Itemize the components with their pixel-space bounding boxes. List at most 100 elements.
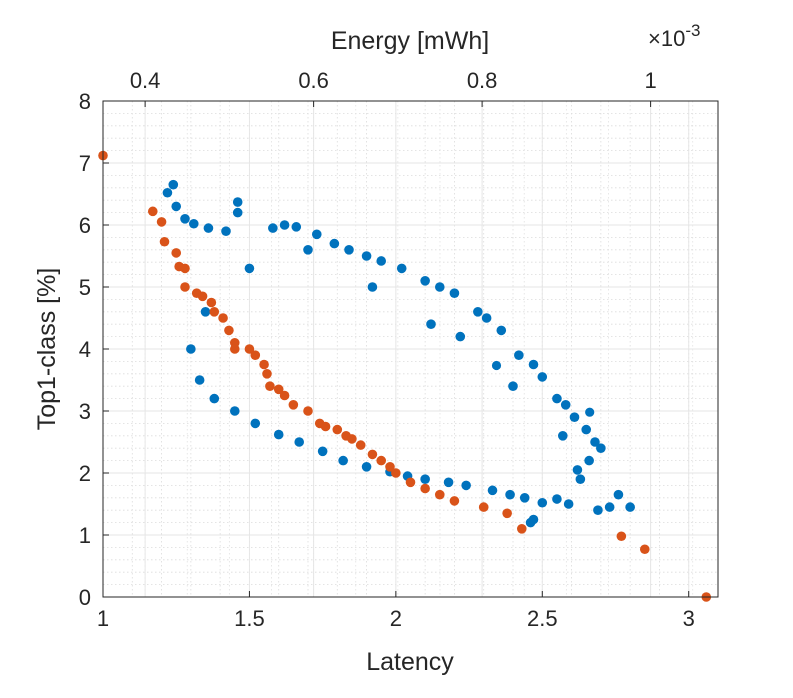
x-axis-title: Latency xyxy=(366,648,454,676)
population-point xyxy=(537,497,548,508)
population-point xyxy=(367,282,378,292)
population-point xyxy=(203,223,214,233)
population-point xyxy=(194,375,205,385)
population-point xyxy=(519,493,530,503)
pareto-point xyxy=(332,424,343,435)
y-tick-label: 8 xyxy=(79,89,91,114)
x2-tick-label: 0.6 xyxy=(298,68,329,93)
population-point xyxy=(572,465,583,475)
pareto-point xyxy=(320,421,331,432)
exponent-base: ×10 xyxy=(648,26,685,51)
x-tick-label: 1 xyxy=(97,606,109,631)
pareto-point xyxy=(449,496,460,506)
population-point xyxy=(232,197,243,207)
pareto-point xyxy=(262,369,272,379)
population-point xyxy=(200,307,211,317)
pareto-series xyxy=(98,150,712,602)
axes xyxy=(102,100,719,598)
population-point xyxy=(569,412,580,423)
population-point xyxy=(329,238,340,249)
population-point xyxy=(514,350,524,361)
pareto-point xyxy=(391,468,401,478)
population-point xyxy=(455,331,466,342)
population-point xyxy=(552,393,562,404)
y-tick-label: 2 xyxy=(79,461,91,486)
pareto-point xyxy=(218,313,228,323)
population-point xyxy=(344,245,354,255)
y-tick-label: 6 xyxy=(79,213,91,238)
pareto-point xyxy=(147,206,158,217)
pareto-point xyxy=(516,524,527,534)
population-point xyxy=(593,505,603,515)
population-point xyxy=(505,489,515,500)
population-point xyxy=(338,455,348,466)
population-point xyxy=(487,485,498,496)
pareto-point xyxy=(385,462,395,472)
population-outliers xyxy=(162,179,635,528)
top-axis-exponent: ×10-3 xyxy=(648,21,700,51)
population-point xyxy=(232,207,243,218)
x2-tick-label: 1 xyxy=(644,68,656,93)
population-point xyxy=(625,502,635,512)
pareto-point xyxy=(206,297,217,308)
population-point xyxy=(188,218,199,229)
population-point xyxy=(279,220,290,230)
pareto-point xyxy=(616,531,627,542)
y-tick-label: 1 xyxy=(79,523,91,548)
population-point xyxy=(420,276,430,286)
pareto-point xyxy=(502,508,512,519)
population-point xyxy=(221,226,231,236)
population-point xyxy=(537,372,548,382)
population-point xyxy=(596,443,606,454)
population-point xyxy=(229,406,240,416)
pareto-point xyxy=(434,489,445,500)
pareto-point xyxy=(171,248,182,258)
pareto-point xyxy=(180,282,190,292)
population-point xyxy=(180,214,190,224)
pareto-point xyxy=(355,440,366,450)
y-axis-title: Top1-class [%] xyxy=(33,268,61,431)
pareto-point xyxy=(405,477,416,488)
population-point xyxy=(473,307,483,317)
pareto-point xyxy=(347,434,357,444)
pareto-point xyxy=(229,344,240,354)
population-point xyxy=(449,288,460,299)
pareto-point xyxy=(244,344,255,354)
population-point xyxy=(291,222,302,232)
top-x-axis-title: Energy [mWh] xyxy=(331,27,489,55)
population-point xyxy=(273,429,284,440)
population-point xyxy=(244,263,255,274)
population-point xyxy=(525,517,536,528)
y-tick-label: 5 xyxy=(79,275,91,300)
population-point xyxy=(557,431,568,441)
population-point xyxy=(560,400,571,410)
population-point xyxy=(461,480,471,491)
pareto-point xyxy=(288,400,299,410)
y-tick-label: 3 xyxy=(79,399,91,424)
y-tick-label: 0 xyxy=(79,585,91,610)
population-point xyxy=(496,325,507,336)
population-point xyxy=(162,187,173,198)
pareto-point xyxy=(197,291,208,302)
population-point xyxy=(584,455,594,466)
y-tick-label: 7 xyxy=(79,151,91,176)
population-point xyxy=(361,251,372,261)
pareto-point xyxy=(156,217,167,227)
population-point xyxy=(303,245,313,255)
population-point xyxy=(396,263,407,274)
population-point xyxy=(575,474,586,485)
population-point xyxy=(426,319,436,330)
x2-tick-label: 0.8 xyxy=(467,68,498,93)
pareto-point xyxy=(259,359,269,370)
pareto-point xyxy=(303,406,313,416)
population-point xyxy=(209,393,220,404)
pareto-point xyxy=(478,502,489,512)
population-point xyxy=(268,223,278,233)
y-tick-label: 4 xyxy=(79,337,91,362)
pareto-point xyxy=(180,263,190,274)
x-tick-label: 3 xyxy=(683,606,695,631)
population-point xyxy=(186,344,196,354)
